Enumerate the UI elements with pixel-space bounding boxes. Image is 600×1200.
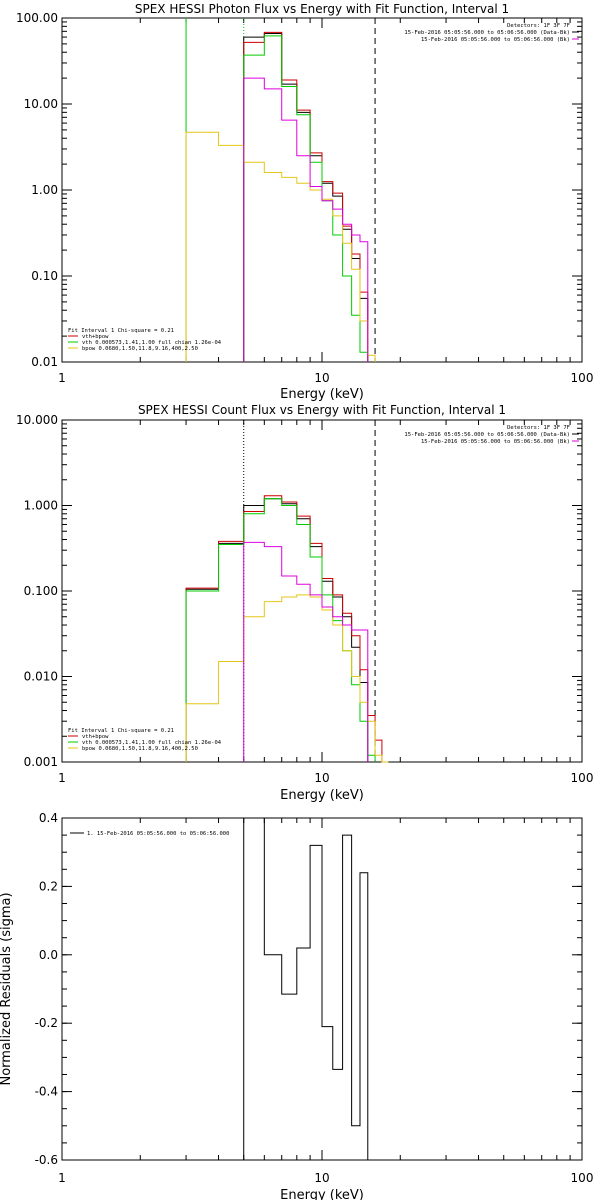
y-tick-label: 10.00 (24, 97, 58, 111)
y-tick-label: 0.0 (39, 948, 58, 962)
y-tick-label: -0.6 (35, 1153, 58, 1167)
count-flux-panel: SPEX HESSI Count Flux vs Energy with Fit… (16, 403, 593, 803)
series-line-bpow (185, 131, 376, 362)
y-tick-label: 0.10 (31, 269, 58, 283)
series-line-total (243, 817, 369, 1160)
y-tick-label: 0.100 (24, 584, 58, 598)
x-tick-label: 100 (571, 1171, 594, 1185)
legend-entry: vth+bpow (82, 334, 109, 340)
x-tick-label: 1 (58, 771, 66, 785)
series-line-bpow (185, 594, 389, 763)
y-tick-label: 0.001 (24, 755, 58, 769)
y-tick-label: -0.4 (35, 1085, 58, 1099)
y-tick-label: 100.00 (16, 11, 58, 25)
chart-title: SPEX HESSI Count Flux vs Energy with Fit… (138, 403, 506, 417)
x-tick-label: 1 (58, 1171, 66, 1185)
legend-entry: Fit Interval 1 Chi-square = 0.21 (68, 728, 174, 734)
info-text: 15-Feb-2016 05:05:56.000 to 05:06:56.000… (421, 37, 570, 43)
series-line-fit (185, 495, 389, 763)
legend-entry: vth+bpow (82, 734, 109, 740)
y-tick-label: 0.2 (39, 879, 58, 893)
y-tick-label: 10.000 (16, 413, 58, 427)
x-axis-label: Energy (keV) (280, 788, 364, 803)
series-line-total (185, 498, 369, 762)
legend-entry: 1. 15-Feb-2016 05:05:56.000 to 05:06:56.… (87, 831, 229, 837)
y-tick-label: 1.000 (24, 499, 58, 513)
y-tick-label: -0.2 (35, 1016, 58, 1030)
series-line-total (243, 33, 369, 362)
series-line-vth (185, 498, 376, 762)
info-text: 15-Feb-2016 05:05:56.000 to 05:06:56.000… (404, 432, 570, 438)
y-tick-label: 1.00 (31, 183, 58, 197)
info-text: Detectors: 1F 3F 7F (507, 425, 570, 431)
series-line-bk (243, 541, 369, 762)
info-text: Detectors: 1F 3F 7F (507, 23, 570, 29)
y-tick-label: 0.01 (31, 355, 58, 369)
x-tick-label: 100 (571, 371, 594, 385)
x-axis-label: Energy (keV) (280, 1188, 364, 1200)
info-text: 15-Feb-2016 05:05:56.000 to 05:06:56.000… (404, 30, 570, 36)
x-tick-label: 100 (571, 771, 594, 785)
photon-flux-panel: SPEX HESSI Photon Flux vs Energy with Fi… (16, 2, 593, 402)
legend-entry: bpow 0.0680,1.50,11.8,9.16,400,2.50 (82, 346, 198, 352)
info-text: 15-Feb-2016 05:05:56.000 to 05:06:56.000… (421, 439, 570, 445)
residuals-panel: Energy (keV) Normalized Residuals (sigma)… (0, 811, 593, 1200)
series-line-bk (243, 77, 369, 362)
y-axis-label: Normalized Residuals (sigma) (0, 892, 14, 1085)
chart-title: SPEX HESSI Photon Flux vs Energy with Fi… (135, 2, 509, 16)
x-tick-label: 10 (314, 771, 329, 785)
x-tick-label: 10 (314, 371, 329, 385)
series-line-fit (243, 31, 369, 362)
legend-entry: vth 0.000573,1.41,1.00 full chian 1.26e-… (82, 740, 222, 746)
legend-entry: bpow 0.0680,1.50,11.8,9.16,400,2.50 (82, 746, 198, 752)
y-tick-label: 0.4 (39, 811, 58, 825)
legend-entry: vth 0.000573,1.41,1.00 full chian 1.26e-… (82, 340, 222, 346)
x-axis-label: Energy (keV) (280, 387, 364, 402)
legend-entry: Fit Interval 1 Chi-square = 0.21 (68, 328, 174, 334)
series-line-vth (243, 35, 369, 362)
x-tick-label: 1 (58, 371, 66, 385)
x-tick-label: 10 (314, 1171, 329, 1185)
y-tick-label: 0.010 (24, 670, 58, 684)
